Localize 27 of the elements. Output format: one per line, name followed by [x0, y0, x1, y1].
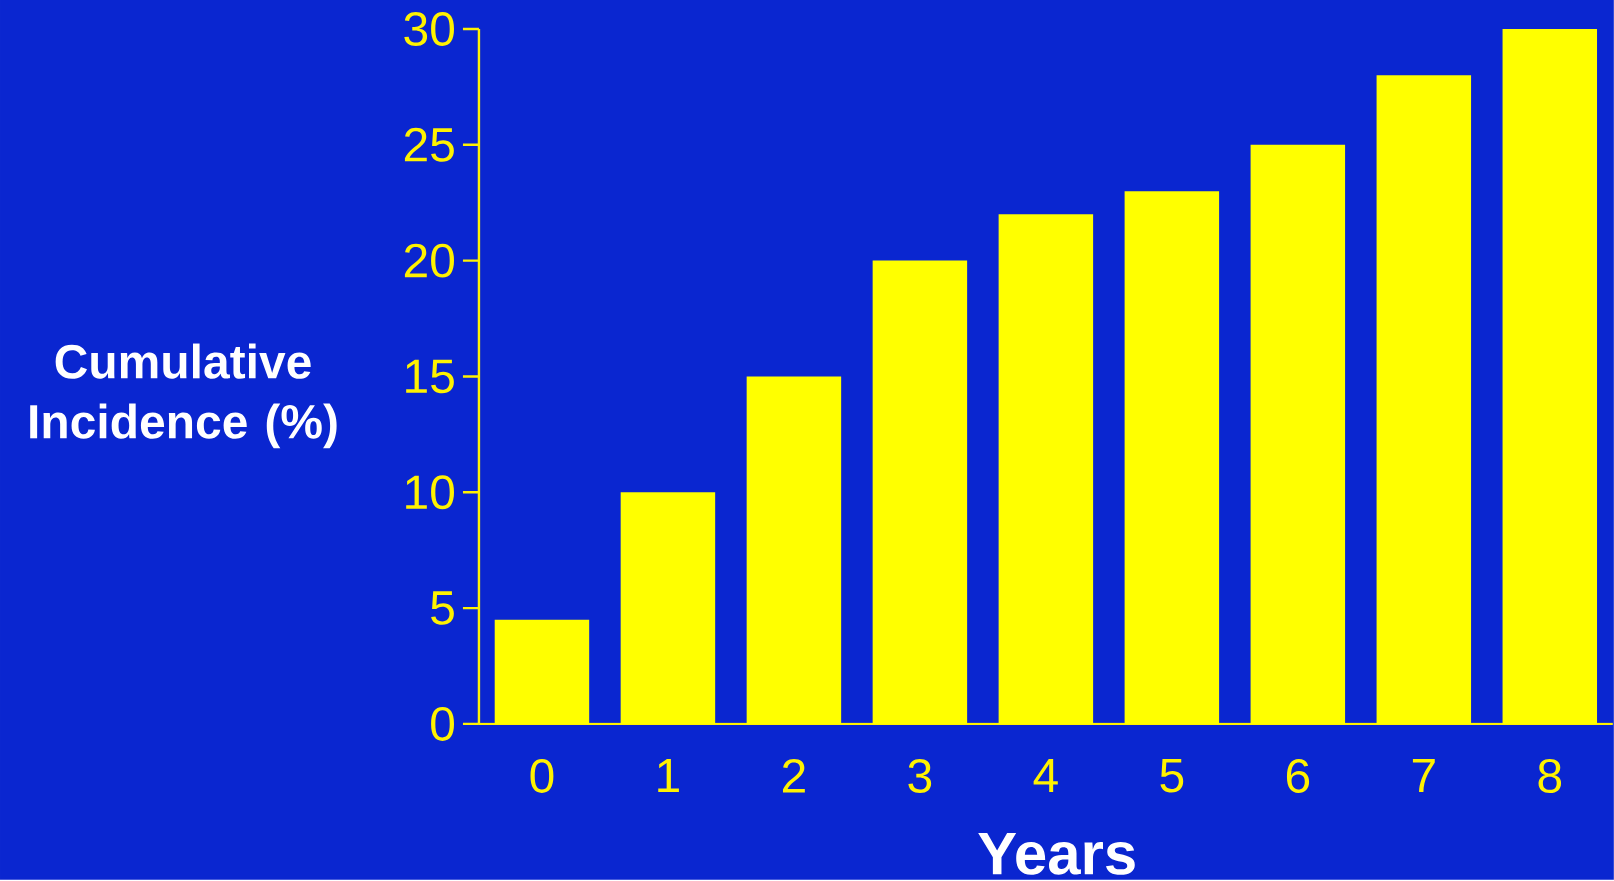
x-tick-label: 3	[908, 758, 932, 793]
x-tick-label: 8	[1538, 758, 1562, 793]
x-tick-label: 6	[1286, 758, 1310, 793]
y-tick-label: 20	[404, 243, 454, 278]
y-tick-label: 0	[431, 706, 454, 741]
y-tick-label: 10	[406, 475, 454, 510]
x-tick-label: 0	[530, 758, 554, 793]
bar	[494, 619, 590, 724]
y-tick-label: 15	[406, 359, 454, 393]
y-axis-title: Cumulative Incidence (%)	[30, 343, 337, 449]
x-tick-label: 7	[1412, 758, 1435, 792]
bar	[620, 492, 716, 724]
bar	[1124, 190, 1220, 724]
y-tick-label: 30	[404, 11, 454, 46]
y-tick-label: 25	[404, 127, 454, 162]
bar	[1250, 144, 1346, 724]
y-tick-label: 5	[431, 591, 454, 625]
bar	[746, 376, 842, 724]
bar	[1376, 75, 1472, 724]
x-axis-title: Years	[978, 832, 1135, 875]
x-tick-label: 2	[782, 758, 805, 793]
bar	[998, 214, 1094, 724]
bar	[872, 260, 968, 724]
x-tick-label: 1	[658, 758, 679, 792]
x-tick-label: 5	[1160, 758, 1184, 793]
bar	[1502, 28, 1598, 724]
x-tick-label: 4	[1033, 758, 1058, 792]
